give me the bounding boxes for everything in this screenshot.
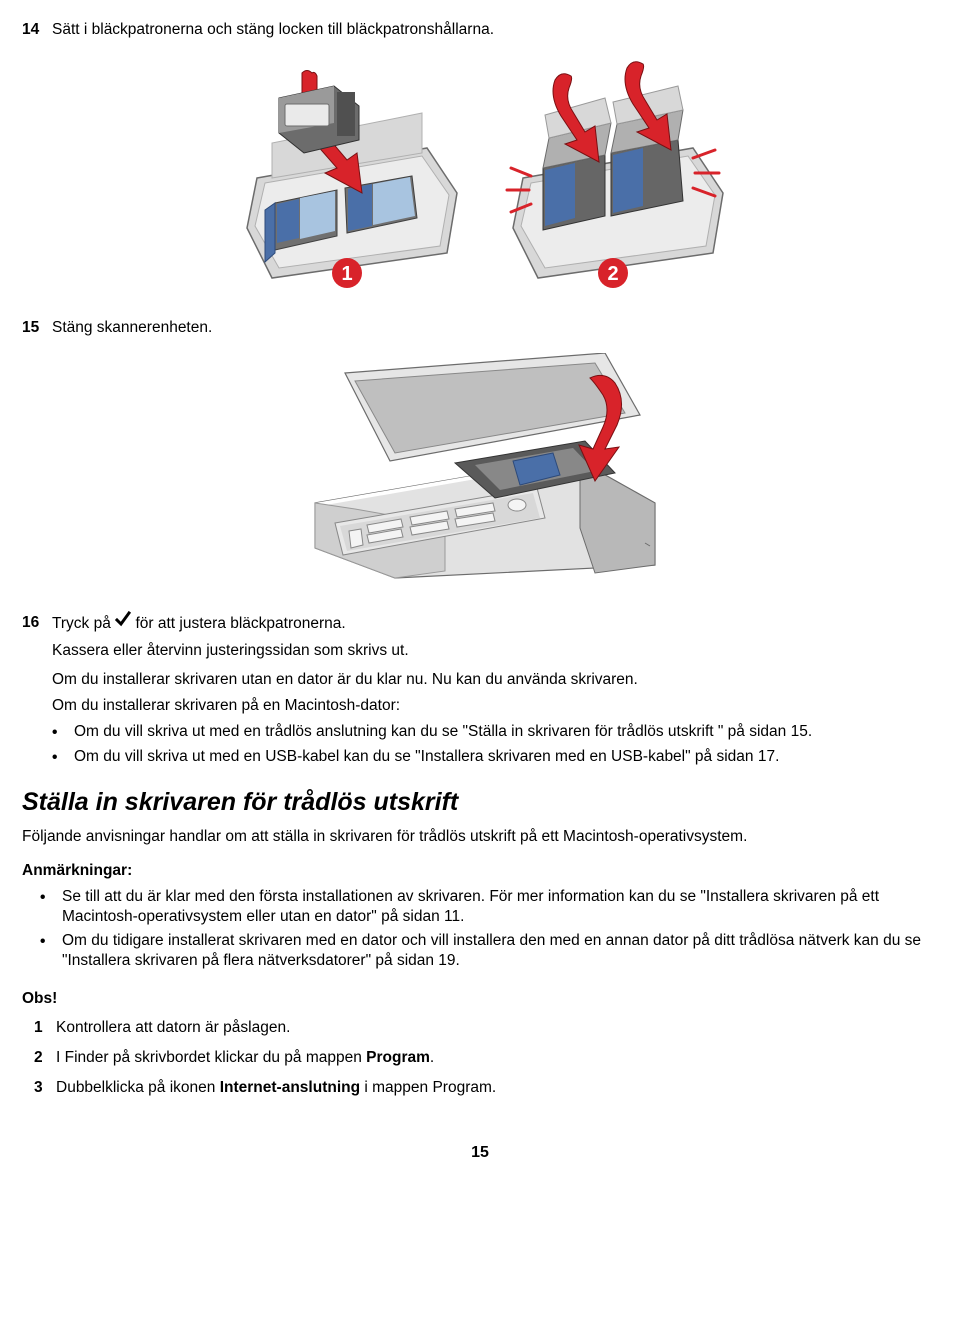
bullet-list-2: • Se till att du är klar med den första …: [40, 887, 938, 972]
bullet-icon: •: [52, 722, 74, 743]
badge-2: 2: [607, 263, 618, 285]
bullet-item: • Om du vill skriva ut med en trådlös an…: [52, 722, 938, 743]
step-2-suffix: .: [430, 1049, 434, 1066]
step-3: 3 Dubbelklicka på ikonen Internet-anslut…: [34, 1078, 938, 1098]
step-16-line2: Kassera eller återvinn justeringssidan s…: [52, 641, 938, 661]
scanner-figure: [22, 353, 938, 583]
badge-1: 1: [341, 263, 352, 285]
step-number: 3: [34, 1078, 56, 1098]
obs-label: Obs!: [22, 989, 938, 1009]
subheading-notes: Anmärkningar:: [22, 861, 938, 881]
step-text: Sätt i bläckpatronerna och stäng locken …: [52, 20, 938, 40]
step-2-prefix: I Finder på skrivbordet klickar du på ma…: [56, 1049, 366, 1066]
cartridge-figure-1: 1: [217, 58, 477, 288]
step-text: Tryck på för att justera bläckpatronerna…: [52, 613, 938, 661]
step-1: 1 Kontrollera att datorn är påslagen.: [34, 1018, 938, 1038]
paragraph-1: Om du installerar skrivaren utan en dato…: [52, 670, 938, 690]
step-15: 15 Stäng skannerenheten.: [22, 318, 938, 338]
step-number: 1: [34, 1018, 56, 1038]
bullet-icon: •: [40, 887, 62, 927]
step-number: 16: [22, 613, 52, 661]
step-3-prefix: Dubbelklicka på ikonen: [56, 1079, 220, 1096]
bullet-text: Om du vill skriva ut med en USB-kabel ka…: [74, 747, 779, 768]
step-text: Dubbelklicka på ikonen Internet-anslutni…: [56, 1078, 938, 1098]
bullet-text: Se till att du är klar med den första in…: [62, 887, 938, 927]
step-14: 14 Sätt i bläckpatronerna och stäng lock…: [22, 20, 938, 40]
page-number: 15: [22, 1143, 938, 1164]
step-2: 2 I Finder på skrivbordet klickar du på …: [34, 1048, 938, 1068]
step-16-line1b: för att justera bläckpatronerna.: [135, 615, 345, 632]
step-text: Kontrollera att datorn är påslagen.: [56, 1018, 938, 1038]
paragraph-3: Följande anvisningar handlar om att stäl…: [22, 827, 938, 847]
bullet-list-1: • Om du vill skriva ut med en trådlös an…: [52, 722, 938, 768]
step-text: Stäng skannerenheten.: [52, 318, 938, 338]
step-16-line1a: Tryck på: [52, 615, 115, 632]
bullet-icon: •: [52, 747, 74, 768]
step-2-bold: Program: [366, 1049, 430, 1066]
step-text: I Finder på skrivbordet klickar du på ma…: [56, 1048, 938, 1068]
step-number: 14: [22, 20, 52, 40]
section-heading: Ställa in skrivaren för trådlös utskrift: [22, 786, 938, 819]
step-number: 2: [34, 1048, 56, 1068]
bullet-item: • Om du tidigare installerat skrivaren m…: [40, 931, 938, 971]
bullet-text: Om du vill skriva ut med en trådlös ansl…: [74, 722, 812, 743]
check-icon: [115, 611, 131, 633]
bullet-item: • Om du vill skriva ut med en USB-kabel …: [52, 747, 938, 768]
step-3-bold: Internet-anslutning: [220, 1079, 360, 1096]
bullet-icon: •: [40, 931, 62, 971]
step-16: 16 Tryck på för att justera bläckpatrone…: [22, 613, 938, 661]
step-number: 15: [22, 318, 52, 338]
cartridge-figure-2: 2: [483, 58, 743, 288]
paragraph-2: Om du installerar skrivaren på en Macint…: [52, 696, 938, 716]
bullet-item: • Se till att du är klar med den första …: [40, 887, 938, 927]
cartridge-figures: 1: [22, 58, 938, 288]
step-3-suffix: i mappen Program.: [360, 1079, 496, 1096]
bullet-text: Om du tidigare installerat skrivaren med…: [62, 931, 938, 971]
